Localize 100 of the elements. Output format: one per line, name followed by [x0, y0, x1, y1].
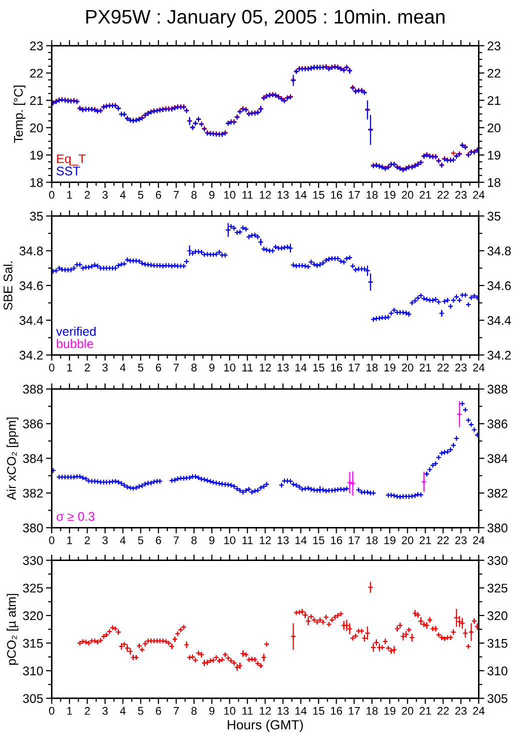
- x-tick-label: 3: [102, 190, 108, 199]
- x-tick-label: 9: [209, 536, 214, 544]
- x-tick-label: 21: [420, 706, 431, 715]
- y-tick-label: 22: [30, 68, 43, 78]
- y2-tick-label: 34.6: [488, 281, 511, 290]
- legend-label: bubble: [56, 338, 94, 348]
- x-tick-label: 23: [455, 190, 467, 199]
- x-tick-label: 4: [120, 707, 126, 715]
- x-tick-label: 1: [67, 364, 72, 372]
- x-tick-label: 13: [278, 190, 289, 199]
- y2-tick-label: 19: [488, 150, 500, 160]
- x-tick-label: 14: [295, 191, 307, 199]
- x-tick-label: 11: [242, 707, 253, 715]
- y-axis-title: pCO₂ [µ atm]: [6, 594, 18, 665]
- x-tick-label: 12: [260, 706, 271, 715]
- x-tick-label: 18: [366, 364, 378, 372]
- x-tick-label: 9: [209, 706, 214, 715]
- y-tick-label: 330: [22, 556, 43, 565]
- x-tick-label: 1: [67, 536, 72, 544]
- x-tick-label: 1: [67, 191, 72, 199]
- y-tick-label: 320: [22, 611, 43, 620]
- y2-tick-label: 22: [488, 68, 500, 78]
- x-tick-label: 4: [120, 191, 126, 199]
- x-tick-label: 17: [348, 191, 360, 199]
- x-tick-label: 24: [473, 190, 485, 199]
- x-tick-label: 5: [138, 364, 144, 372]
- y-tick-label: 325: [22, 584, 43, 593]
- x-tick-label: 3: [102, 536, 108, 544]
- x-tick-label: 20: [402, 364, 414, 372]
- x-tick-label: 18: [366, 536, 378, 544]
- x-tick-label: 21: [420, 190, 431, 199]
- text: σ ≥ 0.3: [56, 512, 94, 521]
- x-tick-label: 7: [174, 364, 179, 372]
- y-axis-title: SBE Sal.: [3, 262, 12, 310]
- y-tick-label: 310: [22, 666, 43, 676]
- y-tick-label: 34.4: [20, 316, 44, 325]
- x-tick-label: 8: [191, 190, 197, 199]
- x-tick-label: 21: [420, 364, 431, 372]
- y-tick-label: 386: [22, 419, 43, 428]
- x-tick-label: 20: [402, 706, 414, 715]
- y-tick-label: 18: [30, 178, 43, 187]
- chart-title: PX95W : January 05, 2005 : 10min. mean: [86, 9, 444, 28]
- y-tick-label: 382: [22, 488, 43, 498]
- x-tick-label: 20: [402, 190, 414, 199]
- x-tick-label: 6: [156, 536, 162, 544]
- y2-tick-label: 380: [488, 524, 508, 532]
- x-tick-label: 17: [348, 364, 360, 372]
- x-tick-label: 19: [384, 364, 396, 372]
- x-tick-label: 0: [49, 706, 54, 715]
- x-tick-label: 11: [242, 364, 253, 372]
- y2-tick-label: 34.8: [488, 246, 511, 256]
- y-axis-title: Temp. [°C]: [14, 86, 26, 143]
- x-tick-label: 22: [437, 536, 449, 544]
- y2-tick-label: 325: [488, 584, 508, 593]
- y2-tick-label: 23: [488, 42, 500, 50]
- x-tick-label: 2: [84, 706, 90, 715]
- x-tick-label: 6: [156, 706, 162, 715]
- x-tick-label: 22: [437, 364, 449, 372]
- x-tick-label: 7: [174, 707, 179, 715]
- y2-tick-label: 34.2: [488, 350, 511, 360]
- x-tick-label: 2: [84, 190, 90, 199]
- y-tick-label: 23: [30, 42, 43, 50]
- x-tick-label: 1: [67, 707, 72, 715]
- x-axis-title: Hours (GMT): [228, 720, 303, 732]
- y2-tick-label: 330: [488, 556, 508, 565]
- x-tick-label: 12: [260, 364, 271, 372]
- x-tick-label: 5: [138, 536, 144, 544]
- y2-tick-label: 320: [488, 611, 508, 620]
- x-tick-label: 8: [191, 706, 197, 715]
- x-tick-label: 9: [209, 190, 214, 199]
- y2-tick-label: 388: [488, 384, 508, 394]
- y-tick-label: 305: [22, 694, 43, 703]
- x-tick-label: 12: [260, 536, 271, 544]
- x-tick-label: 23: [455, 706, 467, 715]
- x-tick-label: 2: [84, 536, 90, 544]
- y-tick-label: 34.6: [20, 281, 43, 290]
- x-tick-label: 17: [348, 707, 360, 715]
- x-tick-label: 16: [331, 536, 342, 544]
- x-tick-label: 6: [156, 364, 162, 372]
- x-tick-label: 14: [295, 707, 307, 715]
- x-tick-label: 24: [473, 706, 485, 715]
- x-tick-label: 23: [455, 536, 467, 544]
- text: SST: [56, 166, 80, 176]
- x-tick-label: 15: [313, 191, 324, 199]
- x-tick-label: 17: [348, 536, 360, 544]
- x-tick-label: 16: [331, 190, 342, 199]
- x-tick-label: 2: [84, 364, 90, 372]
- x-tick-label: 10: [224, 364, 236, 372]
- x-tick-label: 7: [174, 536, 179, 544]
- x-tick-label: 4: [120, 364, 126, 372]
- x-tick-label: 11: [242, 536, 253, 544]
- y-tick-label: 19: [30, 150, 43, 160]
- x-tick-label: 19: [384, 706, 396, 715]
- x-tick-label: 12: [260, 190, 271, 199]
- text: verified: [56, 326, 96, 336]
- y-tick-label: 34.8: [20, 246, 43, 256]
- x-tick-label: 5: [138, 191, 144, 199]
- x-tick-label: 18: [366, 190, 378, 199]
- y-tick-label: 380: [22, 524, 43, 532]
- x-tick-label: 6: [156, 190, 162, 199]
